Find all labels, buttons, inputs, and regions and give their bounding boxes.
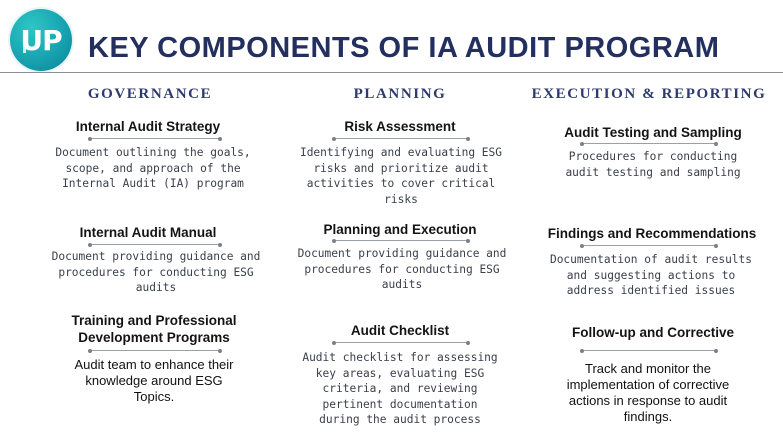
item-divider [88,136,222,141]
item-divider [580,243,718,248]
item-description-planning-execution: Document providing guidance and procedur… [297,247,507,291]
item-description-findings-recommendations: Documentation of audit results and sugge… [549,253,753,297]
item-divider [332,238,470,243]
item-divider [332,340,470,345]
up-logo: UP [10,9,72,71]
item-title-audit-testing-sampling: Audit Testing and Sampling [564,125,742,140]
column-heading-execution-reporting: EXECUTION & REPORTING [531,86,767,102]
item-title-planning-execution: Planning and Execution [323,222,477,237]
item-description-risk-assessment: Identifying and evaluating ESG risks and… [299,146,503,206]
item-description-internal-audit-manual: Document providing guidance and procedur… [51,250,261,294]
item-description-internal-audit-strategy: Document outlining the goals, scope, and… [55,146,251,190]
page-title: KEY COMPONENTS OF IA AUDIT PROGRAM [88,32,720,64]
item-title-internal-audit-manual: Internal Audit Manual [79,225,217,240]
item-description-audit-testing-sampling: Procedures for conducting audit testing … [565,150,741,179]
column-heading-governance: GOVERNANCE [87,86,213,102]
item-divider [580,141,718,146]
item-title-risk-assessment: Risk Assessment [344,119,456,134]
item-divider [332,136,470,141]
item-title-internal-audit-strategy: Internal Audit Strategy [75,119,221,134]
item-title-findings-recommendations: Findings and Recommendations [547,226,757,241]
item-title-training-development: Training and Professional Development Pr… [71,313,237,345]
item-title-audit-checklist: Audit Checklist [350,323,450,338]
item-divider [88,242,222,247]
item-title-follow-up-corrective: Follow-up and Corrective [571,325,734,340]
item-divider [580,348,718,353]
logo-accent-bar [23,33,26,53]
item-divider [88,348,222,353]
title-divider [0,72,783,73]
item-description-training-development: Audit team to enhance their knowledge ar… [74,357,234,404]
column-heading-planning: PLANNING [353,86,447,102]
logo-text: UP [20,23,62,57]
item-description-follow-up-corrective: Track and monitor the implementation of … [566,361,730,424]
item-description-audit-checklist: Audit checklist for assessing key areas,… [302,351,498,426]
